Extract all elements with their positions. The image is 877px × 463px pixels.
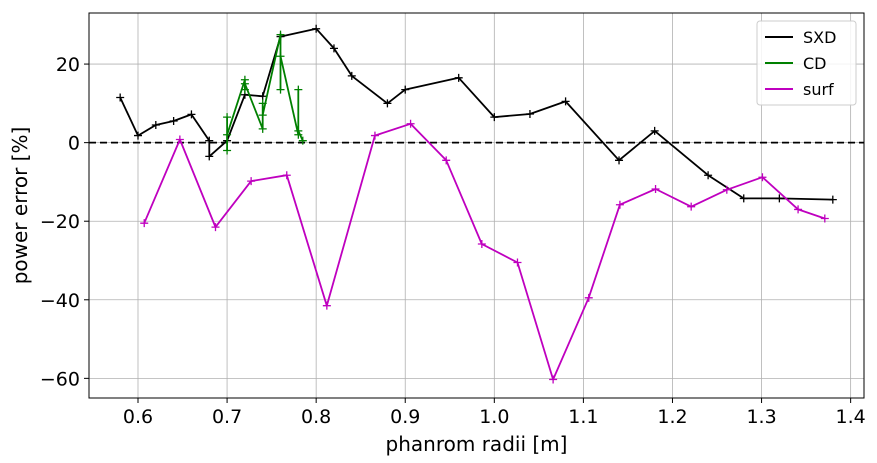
x-tick-label: 1.2 xyxy=(657,406,687,428)
data-point-surf xyxy=(687,202,696,211)
data-point-sxd xyxy=(454,73,463,82)
data-point-sxd xyxy=(133,131,142,140)
data-point-cd xyxy=(223,146,232,155)
x-tick-label: 1.4 xyxy=(836,406,866,428)
series-line-sxd xyxy=(119,27,833,201)
y-tick-label: −20 xyxy=(40,211,80,233)
data-point-surf xyxy=(175,135,184,144)
data-point-surf xyxy=(758,173,767,182)
grid xyxy=(89,13,864,398)
data-point-cd xyxy=(276,30,285,39)
y-tick-label: 20 xyxy=(56,54,80,76)
data-point-sxd xyxy=(615,156,624,165)
data-point-sxd xyxy=(205,136,214,145)
data-point-sxd xyxy=(775,194,784,203)
data-point-sxd xyxy=(151,120,160,129)
y-tick-label: −60 xyxy=(40,368,80,390)
data-point-sxd xyxy=(205,152,214,161)
data-point-surf xyxy=(549,375,558,384)
series-layer xyxy=(116,24,837,384)
data-point-surf xyxy=(513,258,522,267)
y-tick-label: 0 xyxy=(68,133,80,155)
data-point-surf xyxy=(406,119,415,128)
data-point-sxd xyxy=(561,97,570,106)
data-point-sxd xyxy=(383,99,392,108)
data-point-surf xyxy=(477,240,486,248)
data-point-sxd xyxy=(525,109,534,118)
data-point-surf xyxy=(722,185,731,194)
data-point-sxd xyxy=(187,110,196,119)
series-surf xyxy=(140,119,829,384)
y-tick-label: −40 xyxy=(40,290,80,312)
data-point-sxd xyxy=(312,24,321,33)
x-tick-label: 0.8 xyxy=(301,406,331,428)
data-point-cd xyxy=(258,124,267,133)
data-point-cd xyxy=(294,126,303,135)
data-point-sxd xyxy=(329,44,338,53)
data-point-sxd xyxy=(739,194,748,203)
data-point-cd xyxy=(223,113,232,122)
data-point-surf xyxy=(615,200,624,209)
data-point-surf xyxy=(370,131,379,140)
legend-label-surf: surf xyxy=(803,80,834,99)
data-point-surf xyxy=(140,219,149,228)
data-point-cd xyxy=(294,85,303,94)
series-line-cd xyxy=(226,33,304,151)
x-axis-label: phanrom radii [m] xyxy=(386,432,568,456)
data-point-cd xyxy=(258,99,267,108)
data-point-cd xyxy=(240,79,249,88)
x-tick-label: 1.0 xyxy=(479,406,509,428)
data-point-surf xyxy=(211,223,220,232)
legend-item-surf: surf xyxy=(765,80,834,99)
data-point-cd xyxy=(276,85,285,94)
legend-item-cd: CD xyxy=(765,54,827,73)
plot-frame xyxy=(88,12,865,399)
data-point-sxd xyxy=(828,195,837,204)
data-point-surf xyxy=(794,205,803,214)
legend: SXD CD surf xyxy=(756,20,857,106)
data-point-sxd xyxy=(401,85,410,94)
data-point-sxd xyxy=(704,171,713,180)
legend-label-cd: CD xyxy=(803,54,827,73)
data-point-cd xyxy=(258,111,267,120)
legend-label-sxd: SXD xyxy=(803,28,836,47)
data-point-sxd xyxy=(258,92,267,101)
data-point-surf xyxy=(247,177,256,186)
data-point-cd xyxy=(298,136,307,145)
y-axis-label: power error [%] xyxy=(8,127,32,285)
data-point-cd xyxy=(223,130,232,139)
legend-box xyxy=(756,20,857,106)
data-point-surf xyxy=(442,156,451,165)
data-point-sxd xyxy=(650,126,659,135)
x-tick-label: 1.3 xyxy=(746,406,776,428)
x-tick-label: 0.7 xyxy=(212,406,242,428)
axis-ticks: 0.6 0.7 0.8 0.9 1.0 1.1 1.2 1.3 1.4 20 0 −20 −40 −60 xyxy=(40,54,866,428)
data-point-cd xyxy=(276,52,285,61)
data-point-sxd xyxy=(169,117,178,126)
data-point-surf xyxy=(322,301,331,310)
x-tick-label: 0.9 xyxy=(390,406,420,428)
x-tick-label: 0.6 xyxy=(123,406,153,428)
data-point-sxd xyxy=(347,71,356,80)
legend-item-sxd: SXD xyxy=(765,28,836,47)
x-tick-label: 1.1 xyxy=(568,406,598,428)
data-point-sxd xyxy=(490,113,499,122)
data-point-sxd xyxy=(116,93,125,102)
series-sxd xyxy=(116,24,837,204)
data-point-surf xyxy=(651,185,660,193)
series-cd xyxy=(223,30,307,155)
data-point-surf xyxy=(584,293,593,302)
data-point-surf xyxy=(282,171,291,180)
series-line-surf xyxy=(143,122,826,381)
data-point-surf xyxy=(820,214,829,223)
